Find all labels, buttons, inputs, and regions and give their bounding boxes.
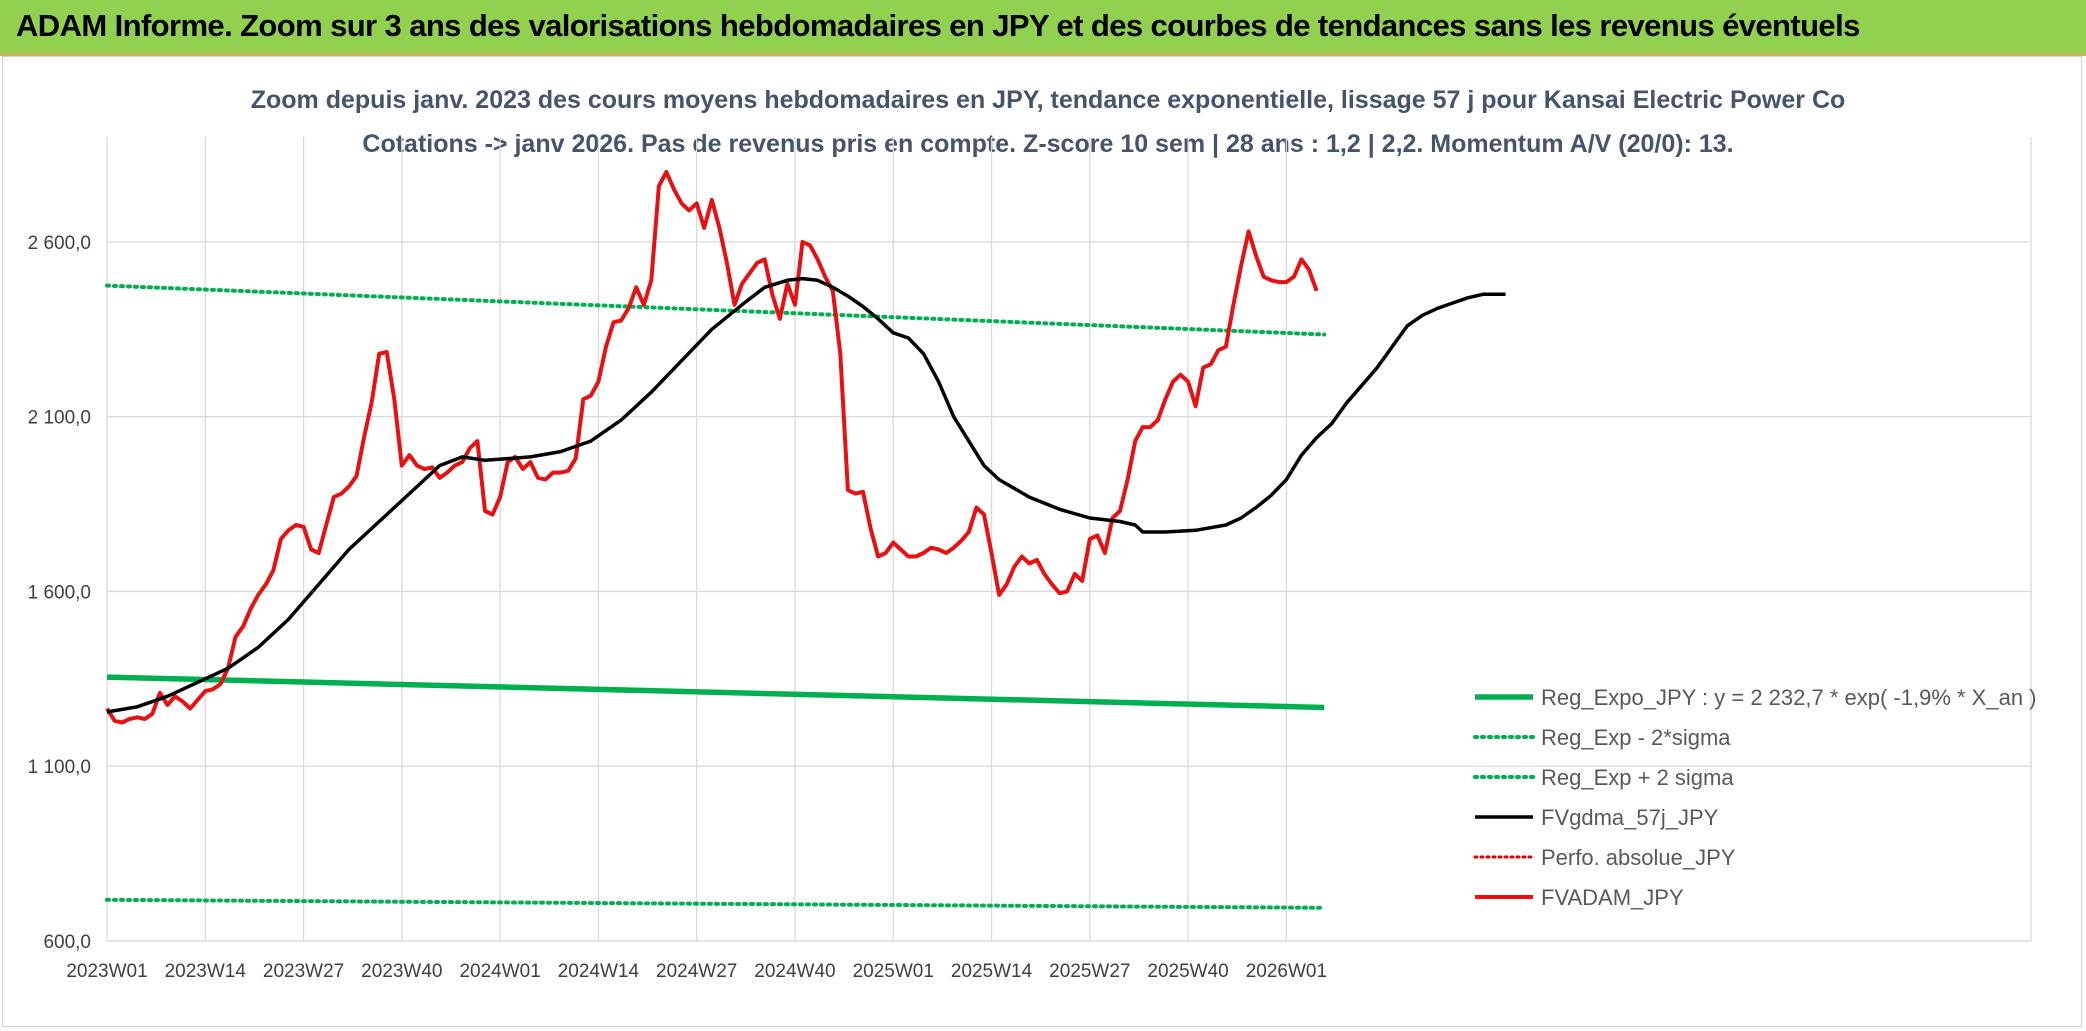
- x-tick-label: 2024W01: [459, 961, 540, 982]
- series-line-5: [105, 170, 1319, 725]
- legend-label: Reg_Expo_JPY : y = 2 232,7 * exp( -1,9% …: [1541, 685, 2037, 710]
- y-tick-label: 2 100,0: [28, 408, 91, 429]
- series-line-0: [106, 674, 1325, 711]
- report-title: ADAM Informe. Zoom sur 3 ans des valoris…: [16, 8, 1860, 43]
- y-tick-label: 1 600,0: [28, 582, 91, 603]
- y-tick-label: 600,0: [43, 932, 91, 953]
- legend-label: Reg_Exp + 2 sigma: [1541, 765, 1734, 790]
- series-line-2: [105, 283, 1327, 337]
- x-tick-label: 2024W40: [754, 961, 835, 982]
- x-tick-label: 2024W14: [558, 961, 640, 982]
- x-tick-label: 2024W27: [656, 961, 737, 982]
- legend-label: Reg_Exp - 2*sigma: [1541, 725, 1731, 750]
- legend: Reg_Expo_JPY : y = 2 232,7 * exp( -1,9% …: [1473, 685, 2037, 910]
- x-tick-label: 2023W27: [263, 961, 344, 982]
- x-tick-label: 2025W14: [951, 961, 1033, 982]
- gridlines: [106, 137, 2032, 942]
- x-tick-label: 2025W01: [853, 961, 934, 982]
- legend-label: FVADAM_JPY: [1541, 885, 1684, 910]
- x-tick-label: 2023W14: [165, 961, 247, 982]
- trend-chart: Zoom depuis janv. 2023 des cours moyens …: [28, 86, 2037, 982]
- x-tick-label: 2025W40: [1147, 961, 1228, 982]
- y-tick-label: 2 600,0: [28, 233, 91, 254]
- series-layer: [105, 170, 1506, 910]
- x-tick-label: 2023W40: [361, 961, 442, 982]
- x-tick-label: 2026W01: [1246, 961, 1327, 982]
- chart-subtitle: Cotations -> janv 2026. Pas de revenus p…: [362, 130, 1733, 158]
- x-tick-label: 2023W01: [66, 961, 147, 982]
- report-banner: ADAM Informe. Zoom sur 3 ans des valoris…: [0, 0, 2086, 56]
- chart-frame: Zoom depuis janv. 2023 des cours moyens …: [2, 56, 2082, 1027]
- chart-title: Zoom depuis janv. 2023 des cours moyens …: [251, 86, 1846, 114]
- legend-label: FVgdma_57j_JPY: [1541, 805, 1719, 830]
- series-line-1: [105, 897, 1327, 910]
- y-axis: 600,0 1 100,0 1 600,0 2 100,0 2 600,0: [28, 233, 91, 953]
- y-tick-label: 1 100,0: [28, 757, 91, 778]
- legend-label: Perfo. absolue_JPY: [1541, 845, 1736, 870]
- x-axis: 2023W01 2023W14 2023W27 2023W40 2024W01 2024W…: [66, 961, 1327, 982]
- series-line-3: [106, 276, 1506, 714]
- x-tick-label: 2025W27: [1049, 961, 1130, 982]
